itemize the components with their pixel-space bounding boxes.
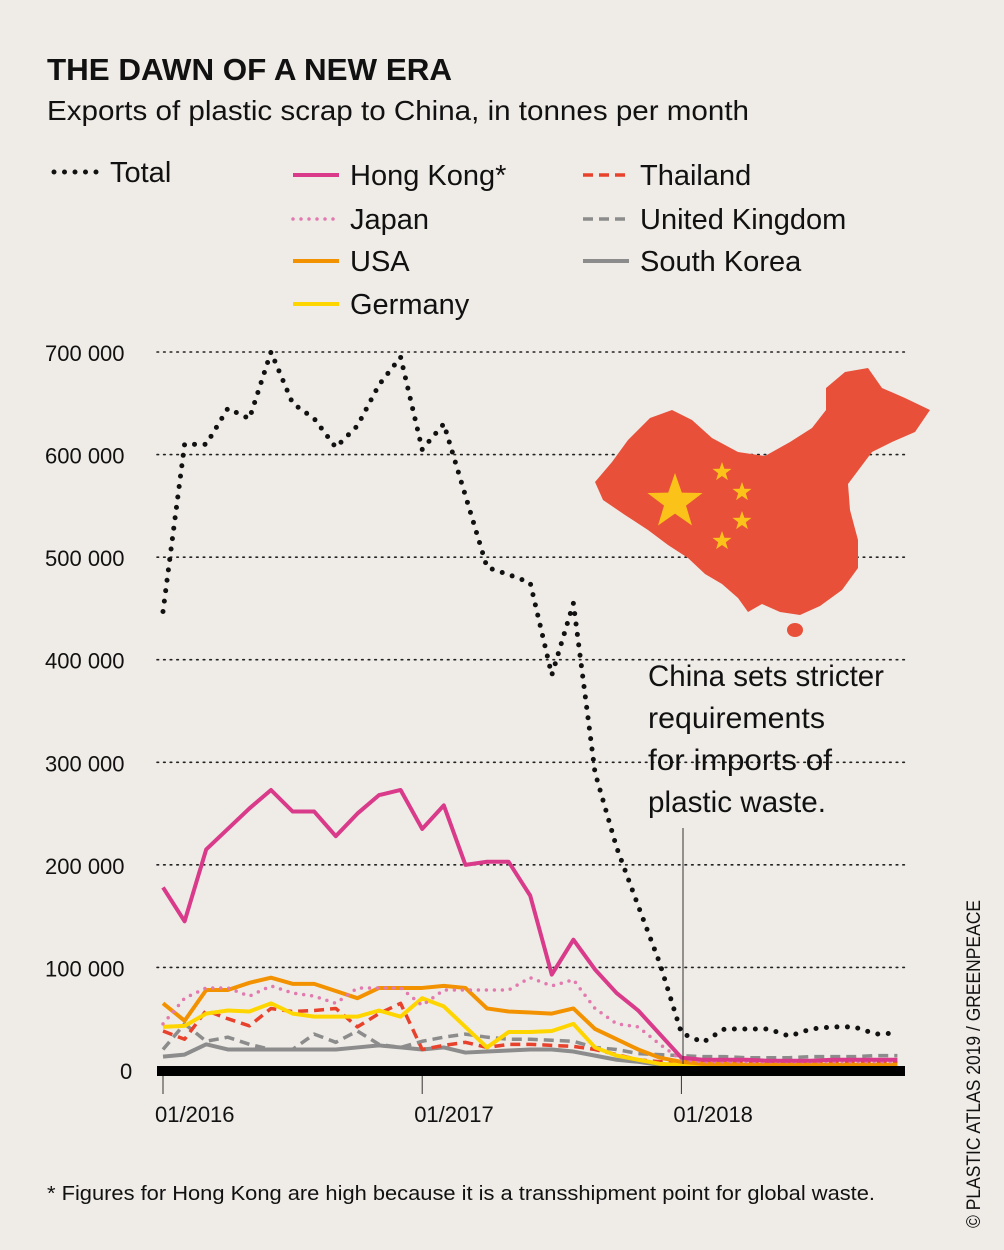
footnote: * Figures for Hong Kong are high because…: [47, 1183, 875, 1205]
y-axis: 0 100 000 200 000 300 000 400 000 500 000 600 …: [45, 341, 132, 1084]
hainan-island: [787, 623, 803, 637]
chart-title: THE DAWN OF A NEW ERA: [47, 52, 452, 87]
legend-label: United Kingdom: [640, 204, 846, 236]
annotation-line-4: plastic waste.: [648, 786, 826, 819]
legend-label: USA: [350, 246, 410, 278]
legend-item-south-korea: South Korea: [583, 246, 802, 278]
annotation: China sets stricter requirements for imp…: [648, 660, 884, 819]
series-line-usa: [161, 975, 898, 1067]
y-tick-label: 300 000: [45, 751, 125, 776]
annotation-line-2: requirements: [648, 702, 825, 735]
legend-item-japan: Japan: [291, 204, 429, 236]
y-tick-label: 600 000: [45, 444, 125, 469]
legend-label: Thailand: [640, 160, 751, 192]
series-line-japan: [161, 975, 900, 1064]
y-tick-label: 100 000: [45, 956, 125, 981]
star-icon: [712, 462, 732, 481]
series-line-united-kingdom: [161, 1022, 898, 1060]
annotation-line-1: China sets stricter: [648, 660, 884, 693]
x-tick-label: 01/2016: [155, 1102, 235, 1127]
y-tick-label: 500 000: [45, 546, 125, 571]
china-map: [595, 368, 930, 637]
x-axis-baseline: [157, 1066, 905, 1076]
x-axis: 01/2016 01/2017 01/2018: [155, 1076, 753, 1127]
star-icon: [647, 473, 703, 526]
legend-label: Japan: [350, 204, 429, 236]
legend-item-united-kingdom: United Kingdom: [583, 204, 846, 236]
legend-item-thailand: Thailand: [583, 160, 751, 192]
legend: Total Hong Kong* Japan USA Germany Thailand Un…: [51, 157, 846, 321]
annotation-line-3: for imports of: [648, 744, 833, 777]
x-tick-label: 01/2017: [414, 1102, 494, 1127]
series-line-total: [160, 349, 900, 1045]
star-icon: [712, 531, 732, 550]
y-tick-label: 400 000: [45, 649, 125, 674]
star-icon: [732, 511, 752, 530]
legend-item-germany: Germany: [293, 289, 470, 321]
legend-item-hong-kong: Hong Kong*: [293, 160, 506, 192]
x-tick-label: 01/2018: [673, 1102, 753, 1127]
y-tick-label: 200 000: [45, 854, 125, 879]
legend-label: Total: [110, 157, 171, 189]
y-tick-label: 0: [120, 1059, 132, 1084]
credit: © PLASTIC ATLAS 2019 / GREENPEACE: [964, 900, 985, 1228]
legend-item-usa: USA: [293, 246, 410, 278]
china-map-shape: [595, 368, 930, 615]
legend-label: Hong Kong*: [350, 160, 506, 192]
series-lines: [160, 349, 900, 1069]
legend-label: South Korea: [640, 246, 802, 278]
legend-item-total: Total: [51, 157, 171, 189]
chart-subtitle: Exports of plastic scrap to China, in to…: [47, 95, 749, 126]
grid: [156, 351, 906, 969]
star-icon: [732, 482, 752, 501]
legend-label: Germany: [350, 289, 470, 321]
series-line-hong-kong: [161, 787, 898, 1063]
y-tick-label: 700 000: [45, 341, 125, 366]
